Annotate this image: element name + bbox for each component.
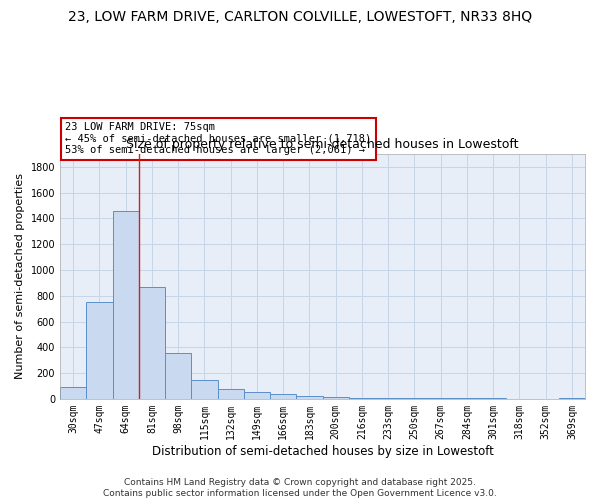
- Bar: [218, 389, 244, 399]
- Bar: [244, 392, 270, 399]
- Bar: [270, 394, 296, 399]
- Bar: [191, 380, 218, 399]
- Bar: [139, 286, 165, 399]
- Text: Contains HM Land Registry data © Crown copyright and database right 2025.
Contai: Contains HM Land Registry data © Crown c…: [103, 478, 497, 498]
- Title: Size of property relative to semi-detached houses in Lowestoft: Size of property relative to semi-detach…: [126, 138, 519, 151]
- Bar: [375, 398, 401, 399]
- Bar: [428, 398, 454, 399]
- X-axis label: Distribution of semi-detached houses by size in Lowestoft: Distribution of semi-detached houses by …: [152, 444, 493, 458]
- Bar: [296, 396, 323, 399]
- Text: 23, LOW FARM DRIVE, CARLTON COLVILLE, LOWESTOFT, NR33 8HQ: 23, LOW FARM DRIVE, CARLTON COLVILLE, LO…: [68, 10, 532, 24]
- Bar: [559, 398, 585, 399]
- Bar: [86, 302, 113, 399]
- Bar: [349, 398, 375, 399]
- Text: 23 LOW FARM DRIVE: 75sqm
← 45% of semi-detached houses are smaller (1,718)
53% o: 23 LOW FARM DRIVE: 75sqm ← 45% of semi-d…: [65, 122, 371, 156]
- Bar: [60, 387, 86, 399]
- Bar: [165, 353, 191, 399]
- Bar: [401, 398, 428, 399]
- Bar: [323, 397, 349, 399]
- Y-axis label: Number of semi-detached properties: Number of semi-detached properties: [15, 174, 25, 380]
- Bar: [113, 210, 139, 399]
